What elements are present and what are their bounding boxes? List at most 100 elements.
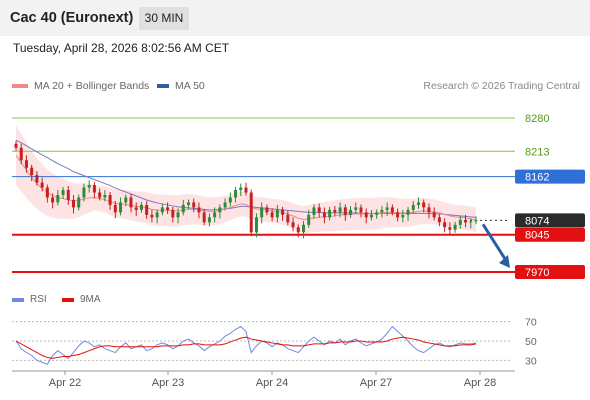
rsi-tick-30: 30: [525, 355, 537, 367]
candle-body: [464, 219, 468, 223]
level-labels-layer: 8280 8213 8162 8074 8045 7970: [515, 113, 585, 279]
x-tick-label: Apr 22: [49, 377, 81, 389]
legend-ma50: MA 50: [157, 80, 205, 92]
candle-body: [45, 187, 49, 198]
candle-body: [312, 207, 316, 215]
x-tick-label: Apr 23: [152, 377, 184, 389]
candle-body: [275, 209, 279, 218]
candle-body: [155, 212, 159, 218]
rsi-tick-50: 50: [525, 336, 537, 348]
candle-body: [202, 212, 206, 223]
candle-body: [82, 187, 86, 198]
candle-body: [171, 209, 175, 218]
candle-body: [197, 207, 201, 213]
candle-body: [396, 212, 400, 218]
candle-body: [66, 190, 70, 200]
candle-body: [228, 197, 232, 203]
candle-body: [213, 212, 217, 218]
candles-layer: [14, 140, 478, 239]
timeframe-badge[interactable]: 30 MIN: [139, 7, 189, 30]
candle-body: [124, 197, 128, 203]
candle-body: [77, 197, 81, 208]
candle-body: [380, 209, 384, 213]
instrument-title: Cac 40 (Euronext): [10, 10, 134, 26]
ma50-swatch: [157, 84, 169, 88]
candle-body: [35, 175, 39, 183]
candle-body: [113, 204, 117, 213]
candle-body: [354, 207, 358, 210]
candle-body: [30, 167, 34, 176]
candle-body: [437, 217, 441, 223]
forecast-arrow-head: [499, 255, 510, 268]
copyright-text: Research © 2026 Trading Central: [423, 80, 580, 92]
candle-body: [270, 212, 274, 218]
candle-body: [349, 209, 353, 215]
candle-body: [385, 207, 389, 210]
rsi-swatch: [12, 297, 24, 302]
candle-body: [265, 207, 269, 213]
candle-body: [291, 222, 295, 228]
rsi-ma-label: 9MA: [80, 294, 101, 305]
timestamp: Tuesday, April 28, 2026 8:02:56 AM CET: [13, 41, 230, 55]
ma50-label: MA 50: [175, 80, 205, 92]
x-tick-label: Apr 27: [360, 377, 392, 389]
candle-body: [302, 224, 305, 233]
x-tick-label: Apr 24: [256, 377, 288, 389]
bollinger-band: [16, 125, 476, 233]
candle-body: [72, 199, 75, 208]
candle-body: [359, 207, 363, 213]
candle-body: [390, 207, 394, 213]
candle-body: [307, 214, 311, 225]
candle-body: [223, 202, 227, 208]
candle-body: [411, 204, 415, 210]
candle-body: [51, 197, 55, 203]
candle-body: [129, 197, 133, 208]
candle-body: [166, 207, 170, 210]
candle-body: [218, 207, 222, 213]
candle-body: [56, 195, 60, 203]
rsi-ma-line: [15, 336, 477, 359]
candle-body: [134, 207, 138, 210]
candle-body: [108, 195, 112, 205]
legend-rsi-ma: 9MA: [62, 294, 101, 305]
rsi-label: RSI: [30, 294, 47, 305]
candle-body: [443, 222, 447, 228]
candle-body: [448, 227, 452, 230]
candle-body: [317, 207, 321, 213]
candle-body: [119, 202, 123, 213]
candle-body: [417, 202, 420, 205]
ma20-swatch: [12, 84, 28, 88]
candle-body: [422, 202, 426, 208]
candle-body: [364, 212, 368, 218]
candle-body: [458, 219, 462, 225]
ma20-line: [15, 154, 477, 221]
candle-body: [453, 224, 457, 230]
candle-body: [244, 187, 248, 193]
chart-header: Cac 40 (Euronext) 30 MIN: [0, 0, 590, 36]
candle-body: [139, 204, 143, 210]
candle-body: [87, 185, 91, 188]
level-label-8213: 8213: [525, 146, 549, 158]
moving-averages-layer: [15, 139, 477, 221]
candle-body: [92, 185, 96, 193]
candle-body: [249, 192, 253, 233]
level-label-8045: 8045: [525, 230, 549, 242]
rsi-ma-swatch: [62, 297, 74, 302]
candle-body: [103, 195, 107, 198]
candle-body: [207, 217, 211, 223]
level-box-8045: [515, 227, 585, 242]
bollinger-band-layer: [16, 125, 476, 233]
candle-body: [187, 202, 190, 205]
level-label-8162: 8162: [525, 172, 549, 184]
candle-body: [369, 214, 373, 218]
candle-body: [432, 212, 436, 218]
candle-body: [286, 214, 290, 223]
candle-body: [427, 207, 431, 213]
forecast-arrow-layer: [481, 223, 510, 268]
rsi-line: [15, 325, 477, 365]
levels-layer: [12, 117, 515, 273]
candle-body: [338, 207, 342, 213]
candle-body: [145, 204, 149, 215]
candle-body: [192, 202, 196, 208]
candle-body: [406, 209, 410, 215]
